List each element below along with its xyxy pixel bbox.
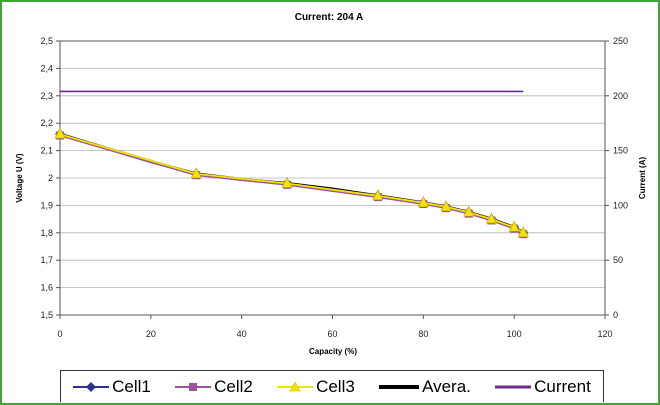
chart-title: Current: 204 A: [295, 12, 364, 23]
point-cell3: [463, 205, 475, 217]
legend-marker-cell3: [277, 380, 314, 391]
y2-tick-label: 250: [613, 36, 628, 46]
y-tick-label: 1,5: [40, 310, 53, 320]
point-cell3: [190, 167, 202, 179]
legend-marker-cell2: [175, 382, 212, 391]
legend-label-cell1: Cell1: [112, 376, 151, 396]
y-axis-label: Voltage U (V): [15, 153, 24, 203]
y-tick-label: 2,1: [40, 146, 53, 156]
y-tick-label: 1,6: [40, 283, 53, 293]
y-tick-label: 2,3: [40, 91, 53, 101]
point-cell3: [417, 195, 429, 207]
y-tick-label: 2,5: [40, 36, 53, 46]
legend-marker-current: [495, 385, 532, 388]
y2-axis-label: Current (A): [638, 157, 647, 200]
legend-item-current: Current: [495, 377, 591, 397]
point-cell3: [54, 127, 66, 139]
legend-item-cell1: Cell1: [73, 377, 151, 397]
y2-tick-label: 150: [613, 146, 628, 156]
series-line-cell2: [59, 134, 524, 235]
y2-tick-label: 0: [613, 310, 618, 320]
point-cell3: [485, 212, 497, 224]
y-tick-label: 1,7: [40, 255, 53, 265]
x-tick-label: 0: [57, 329, 62, 339]
legend-marker-average: [379, 384, 420, 389]
x-axis-label: Capacity (%): [309, 347, 357, 356]
x-tick-label: 100: [507, 329, 522, 339]
y-tick-label: 1,9: [40, 200, 53, 210]
point-cell3: [508, 220, 520, 232]
legend-marker-cell1: [73, 381, 110, 392]
legend-label-cell2: Cell2: [214, 376, 253, 396]
point-cell3: [440, 200, 452, 212]
y2-tick-label: 100: [613, 200, 628, 210]
legend-item-cell3: Cell3: [277, 377, 355, 397]
axis-ticks: 1,5 1,6 1,7 1,8 1,9 2 2,1 2,2 2,3 2,4 2,5 0 50 100 150…: [40, 36, 628, 339]
y2-tick-label: 50: [613, 255, 623, 265]
legend-label-cell3: Cell3: [316, 376, 355, 396]
legend-label-current: Current: [534, 376, 591, 396]
x-tick-label: 120: [597, 329, 612, 339]
gridlines: [60, 40, 605, 316]
x-tick-label: 40: [237, 329, 247, 339]
legend: Cell1 Cell2 Cell3 Avera. Current: [60, 370, 604, 402]
y-tick-label: 1,8: [40, 228, 53, 238]
x-tick-label: 60: [327, 329, 337, 339]
series-lines: [54, 90, 529, 239]
legend-label-average: Avera.: [422, 376, 471, 396]
y2-tick-label: 200: [613, 91, 628, 101]
y-tick-label: 2,4: [40, 63, 53, 73]
y-tick-label: 2: [48, 173, 53, 183]
legend-item-cell2: Cell2: [175, 377, 253, 397]
point-cell3: [517, 226, 529, 238]
point-cell3: [372, 189, 384, 201]
point-cell3: [281, 176, 293, 188]
chart: Current: 204 A 1,5 1,6 1,7 1,8 1,9 2 2,1 2,2 2,3…: [15, 12, 647, 356]
x-tick-label: 20: [146, 329, 156, 339]
y-tick-label: 2,2: [40, 118, 53, 128]
series-line-cell3: [59, 133, 524, 234]
x-tick-label: 80: [418, 329, 428, 339]
legend-item-average: Avera.: [379, 377, 471, 397]
